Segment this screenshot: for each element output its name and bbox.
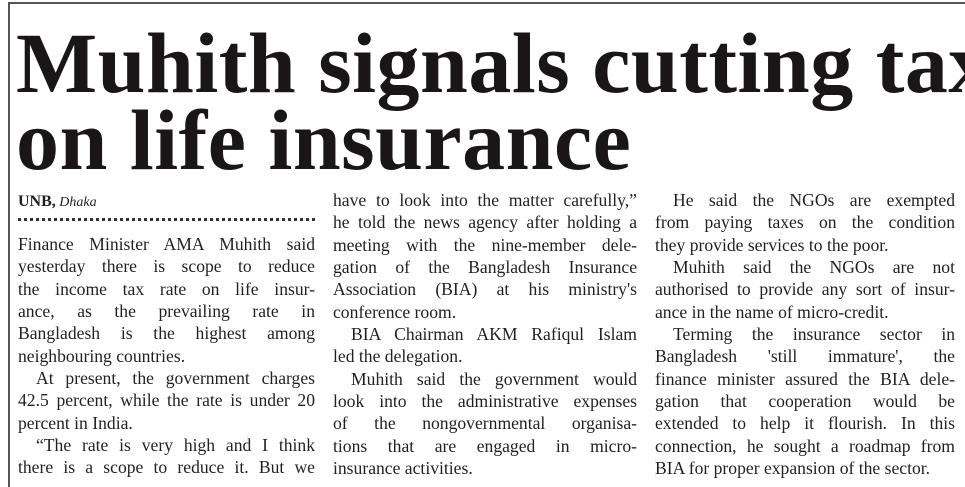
text-line: look into the administrative expenses [333,391,637,412]
headline-line-2: on life insurance [16,92,632,188]
text-line: percent in India. [18,412,133,433]
text-line: insurance activities. [333,458,473,479]
text-line: He said the NGOs are exempted [673,190,955,210]
text-line: BIA for proper expansion of the sector. [655,458,931,479]
text-line: finance minister assured the BIA dele- [655,368,955,389]
text-line: Bangladesh is the highest among [18,323,315,344]
page-border-top [8,2,965,4]
text-line: the income tax rate on life insur- [18,278,315,299]
paragraph: At present, the government charges 42.5 p… [18,367,315,434]
text-line: he told the news agency after holding a [333,212,637,233]
text-line: authorised to provide any sort of insur- [655,279,955,300]
article-column-1: Finance Minister AMA Muhith said yesterda… [18,233,315,479]
byline: UNB, Dhaka [18,193,97,211]
article-column-3: He said the NGOs are exempted from paying… [655,189,955,479]
paragraph: BIA Chairman AKM Rafiqul Islam led the de… [333,323,637,368]
text-line: there is a scope to reduce it. But we [18,457,315,478]
text-line: connection, he sought a roadmap from [655,435,955,456]
paragraph: “The rate is very high and I think there … [18,434,315,479]
text-line: Association (BIA) at his ministry's [333,279,637,300]
article-column-2: have to look into the matter carefully,”… [333,189,637,479]
text-line: BIA Chairman AKM Rafiqul Islam [351,324,637,345]
text-line: neighbouring countries. [18,345,186,366]
page-border-left [8,2,10,487]
paragraph: He said the NGOs are exempted from paying… [655,189,955,256]
text-line: gation of the Bangladesh Insurance [333,257,637,278]
text-line: from paying taxes on the condition [655,212,955,233]
byline-place: Dhaka [59,195,97,210]
text-line: yesterday there is scope to reduce [18,256,315,277]
text-line: gation that cooperation would be [655,391,955,412]
text-line: led the delegation. [333,346,463,367]
text-line: extended to help it flourish. In this [655,413,955,434]
text-line: Muhith said the NGOs are not [673,257,955,278]
byline-agency: UNB, [18,193,56,210]
text-line: At present, the government charges [36,368,315,389]
paragraph: have to look into the matter carefully,”… [333,189,637,323]
text-line: of the nongovernmental organisa- [333,413,637,434]
text-line: they provide services to the poor. [655,234,889,255]
headline-line-1: Muhith signals cutting tax [16,15,965,111]
text-line: have to look into the matter carefully,” [333,190,637,210]
text-line: ance, as the prevailing rate in [18,301,315,322]
text-line: Muhith said the government would [351,368,637,389]
text-line: Terming the insurance sector in [673,324,955,345]
paragraph: Muhith said the government would look int… [333,368,637,480]
text-line: conference room. [333,301,457,322]
text-line: ance in the name of micro-credit. [655,301,889,322]
text-line: Bangladesh 'still immature', the [655,346,955,367]
dotted-divider [18,218,315,221]
paragraph: Finance Minister AMA Muhith said yesterda… [18,233,315,367]
text-line: 42.5 percent, while the rate is under 20 [18,390,315,411]
paragraph: Muhith said the NGOs are not authorised t… [655,256,955,323]
text-line: Finance Minister AMA Muhith said [18,234,315,254]
text-line: tions that are engaged in micro- [333,435,637,456]
paragraph: Terming the insurance sector in Banglades… [655,323,955,479]
text-line: “The rate is very high and I think [36,435,315,456]
text-line: meeting with the nine-member dele- [333,234,637,255]
